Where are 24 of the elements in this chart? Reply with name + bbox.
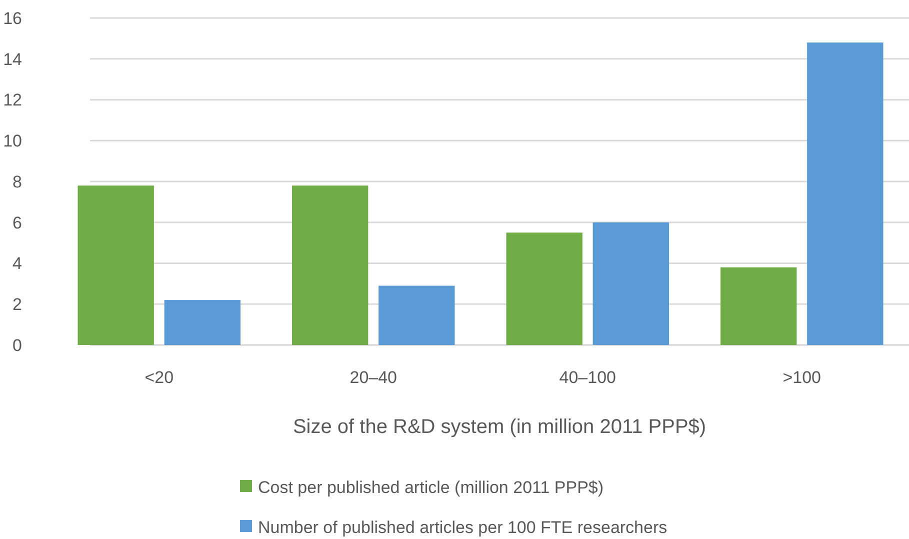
y-tick-label: 12 xyxy=(3,90,22,110)
y-tick-label: 14 xyxy=(3,50,22,69)
bar xyxy=(506,232,582,345)
legend-label: Number of published articles per 100 FTE researchers xyxy=(258,518,668,537)
y-tick-label: 6 xyxy=(12,213,22,232)
x-axis-title: Size of the R&D system (in million 2011 PPP$) xyxy=(292,416,706,438)
y-tick-label: 8 xyxy=(12,172,22,192)
x-tick-label: 20–40 xyxy=(350,368,398,387)
bar xyxy=(720,267,797,345)
bar xyxy=(807,42,884,345)
legend-label: Cost per published article (million 2011 PPP$) xyxy=(258,478,604,497)
bar xyxy=(592,222,669,345)
x-tick-label: 40–100 xyxy=(559,368,616,387)
bar xyxy=(164,300,240,345)
y-tick-label: 16 xyxy=(3,8,22,28)
y-tick-label: 2 xyxy=(12,295,22,314)
x-tick-label: <20 xyxy=(144,368,174,387)
x-tick-label: >100 xyxy=(782,368,822,387)
y-tick-label: 10 xyxy=(3,132,22,151)
y-tick-label: 0 xyxy=(12,336,22,355)
y-tick-label: 4 xyxy=(12,254,22,274)
bar xyxy=(292,186,368,345)
bar xyxy=(378,286,455,345)
bar xyxy=(78,186,154,345)
